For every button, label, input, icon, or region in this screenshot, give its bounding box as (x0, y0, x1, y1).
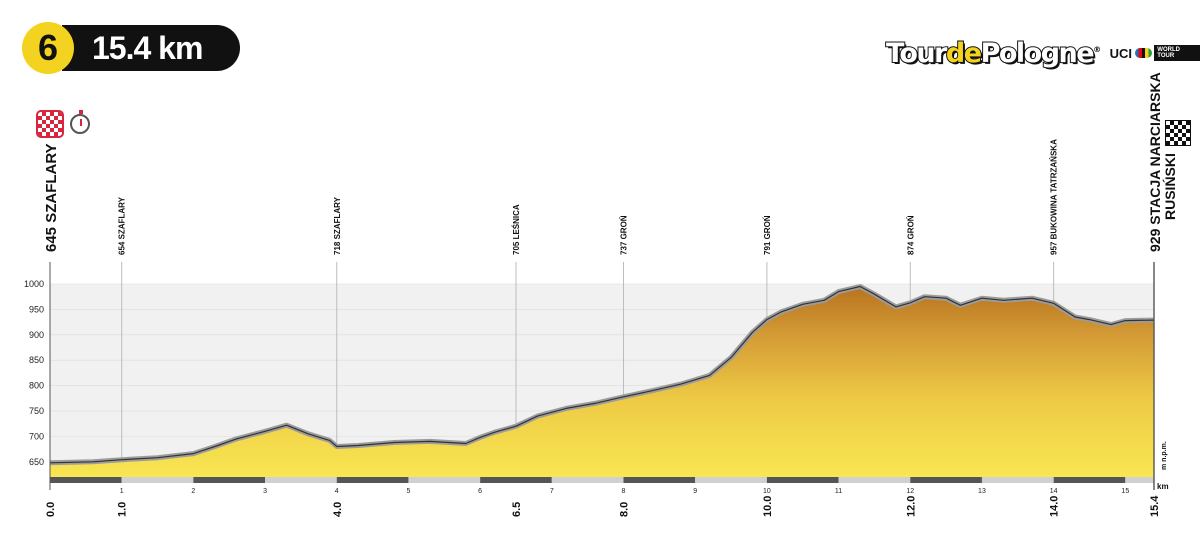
finish-label-line2: RUSIŃSKI (1162, 153, 1178, 220)
elevation-line-inner (49, 285, 1155, 464)
waypoint-label: 957 BUKOWINA TATRZAŃSKA (1050, 139, 1059, 255)
x-minor-tick-label: 15 (1121, 488, 1129, 495)
y-tick-label: 650 (29, 457, 44, 467)
km-segment (1125, 477, 1154, 483)
km-segment (766, 477, 839, 483)
x-minor-tick-label: 10 (763, 488, 771, 495)
x-minor-tick-label: 13 (978, 488, 986, 495)
x-major-tick-label: 6.5 (511, 502, 523, 517)
km-segment (1053, 477, 1126, 483)
y-tick-label: 950 (29, 304, 44, 314)
x-minor-tick-label: 7 (550, 488, 554, 495)
x-major-tick-label: 4.0 (332, 502, 344, 517)
y-tick-label: 700 (29, 431, 44, 441)
x-major-tick-label: 1.0 (117, 502, 129, 517)
x-major-tick-label: 15.4 (1149, 495, 1161, 517)
y-axis-unit: m n.p.m. (1161, 441, 1168, 470)
y-tick-label: 850 (29, 355, 44, 365)
km-segment (265, 477, 337, 483)
y-tick-label: 1000 (24, 279, 44, 289)
x-major-tick-label: 0.0 (45, 502, 57, 517)
x-major-tick-label: 12.0 (905, 496, 917, 517)
waypoint-label: 874 GROŃ (906, 215, 915, 255)
x-axis-unit: km (1157, 482, 1169, 491)
x-minor-tick-label: 1 (120, 488, 124, 495)
start-label: 645 SZAFLARY (43, 143, 60, 252)
x-major-tick-label: 8.0 (619, 502, 631, 517)
waypoint-label: 654 SZAFLARY (118, 196, 127, 255)
x-minor-tick-label: 14 (1050, 488, 1058, 495)
uci-world-tour-logo: UCI WORLD TOUR (1110, 45, 1200, 61)
y-tick-label: 750 (29, 406, 44, 416)
x-minor-tick-label: 6 (478, 488, 482, 495)
waypoint-label: 737 GROŃ (620, 215, 629, 255)
x-major-tick-label: 10.0 (762, 496, 774, 517)
km-segment (336, 477, 409, 483)
x-minor-tick-label: 11 (835, 488, 842, 495)
km-segment (480, 477, 552, 483)
km-segment (623, 477, 696, 483)
km-segment (695, 477, 767, 483)
km-segment (551, 477, 624, 483)
x-minor-tick-label: 4 (335, 488, 339, 495)
finish-label: 929 STACJA NARCIARSKA (1147, 72, 1163, 252)
checkered-sprint-icon (36, 110, 64, 138)
stage-distance: 15.4 km (62, 25, 240, 71)
checkered-flag-icon (1165, 120, 1191, 146)
x-minor-tick-label: 2 (191, 488, 195, 495)
x-minor-tick-label: 12 (906, 488, 914, 495)
stage-type-icons (36, 110, 90, 138)
x-minor-tick-label: 9 (693, 488, 697, 495)
km-segment (121, 477, 194, 483)
y-tick-label: 800 (29, 381, 44, 391)
km-segment (981, 477, 1054, 483)
x-minor-tick-label: 3 (263, 488, 267, 495)
waypoint-label: 705 LEŚNICA (512, 204, 521, 255)
x-minor-tick-label: 5 (406, 488, 410, 495)
uci-rings-icon (1134, 48, 1153, 58)
km-segment (838, 477, 911, 483)
x-major-tick-label: 14.0 (1049, 496, 1061, 517)
brand-logos: TourdePologne® UCI WORLD TOUR (885, 36, 1200, 70)
km-segment (408, 477, 481, 483)
y-tick-label: 900 (29, 330, 44, 340)
km-segment (50, 477, 122, 483)
stage-number: 6 (22, 22, 74, 74)
x-minor-tick-label: 8 (622, 488, 626, 495)
stage-badge: 6 15.4 km (22, 22, 240, 74)
km-segment (910, 477, 982, 483)
tour-de-pologne-logo: TourdePologne® (885, 37, 1101, 70)
km-segment (193, 477, 266, 483)
waypoint-label: 718 SZAFLARY (333, 196, 342, 255)
elevation-area (50, 286, 1154, 477)
waypoint-label: 791 GROŃ (763, 215, 772, 255)
stopwatch-icon (70, 110, 90, 134)
